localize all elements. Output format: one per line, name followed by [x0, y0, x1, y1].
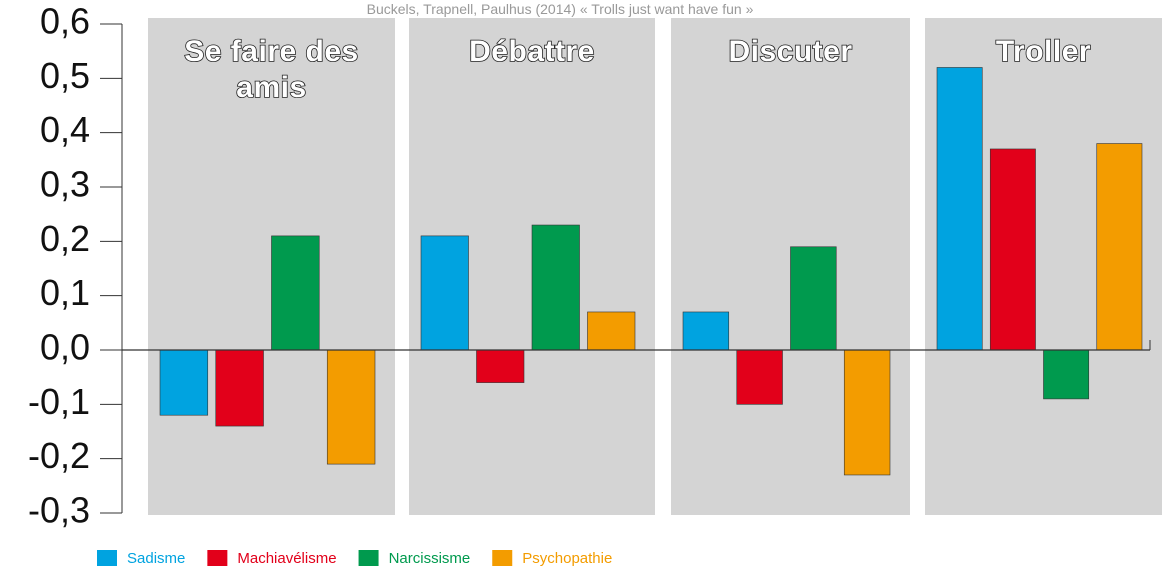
legend-label: Sadisme	[127, 550, 185, 567]
y-tick-label: -0,2	[28, 435, 90, 476]
y-tick-label: 0,4	[40, 109, 90, 150]
legend-swatch	[207, 550, 228, 566]
y-tick-label: 0,5	[40, 55, 90, 96]
y-tick-label: 0,1	[40, 272, 90, 313]
bars	[159, 67, 1143, 476]
bar	[271, 235, 320, 351]
bar	[1096, 143, 1143, 351]
bar	[1043, 349, 1090, 400]
chart-title: Buckels, Trapnell, Paulhus (2014) « Trol…	[367, 1, 754, 17]
y-tick-label: 0,2	[40, 218, 90, 259]
bar	[736, 349, 783, 405]
bar	[587, 311, 636, 351]
legend-label: Psychopathie	[522, 550, 612, 567]
y-tick-label: -0,3	[28, 490, 90, 531]
legend-swatch	[358, 550, 379, 566]
bar	[843, 349, 891, 476]
bar	[936, 67, 983, 351]
legend-swatch	[492, 550, 513, 566]
category-label: Discuter	[728, 34, 853, 69]
bar	[326, 349, 376, 465]
legend-swatch	[97, 550, 117, 566]
y-tick-label: 0,3	[40, 164, 90, 205]
category-label: Troller	[995, 34, 1092, 69]
bar	[420, 235, 469, 351]
bar	[682, 311, 730, 351]
category-label: Débattre	[468, 34, 595, 69]
bar	[531, 224, 580, 351]
y-tick-label: 0,0	[40, 327, 90, 368]
bar	[215, 349, 264, 427]
bar	[159, 349, 209, 416]
bar	[790, 246, 837, 351]
y-tick-label: -0,1	[28, 381, 90, 422]
y-tick-label: 0,6	[40, 1, 90, 42]
legend-label: Machiavélisme	[237, 550, 336, 567]
bar	[989, 148, 1036, 351]
legend-label: Narcissisme	[389, 550, 471, 567]
category-label: Se faire des amis	[183, 34, 359, 105]
bar	[476, 349, 525, 383]
